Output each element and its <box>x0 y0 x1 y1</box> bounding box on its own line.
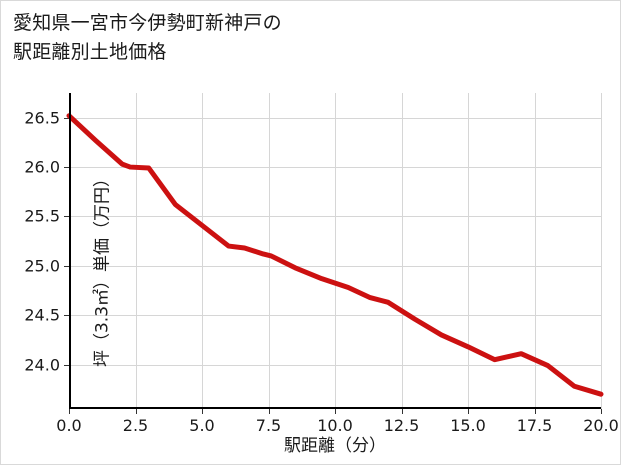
y-tick-mark <box>64 167 69 169</box>
x-tick-label: 15.0 <box>450 416 486 435</box>
x-tick-label: 10.0 <box>317 416 353 435</box>
x-tick-label: 12.5 <box>383 416 420 435</box>
plot-area: 24.0 24.5 25.0 25.5 26.0 26.5 0.0 2.5 5.0 7.5 10.0… <box>24 93 619 435</box>
x-axis-label: 駅距離（分） <box>284 436 386 456</box>
x-tick-mark <box>534 409 536 414</box>
y-tick-label: 26.0 <box>24 157 60 177</box>
x-tick-label: 20.0 <box>583 416 619 435</box>
y-tick-label: 24.0 <box>24 355 60 375</box>
x-gridline <box>534 93 536 409</box>
y-axis-spine <box>69 93 71 409</box>
x-tick-label: 2.5 <box>122 416 149 435</box>
x-tick-mark <box>268 409 270 414</box>
x-gridline <box>268 93 270 409</box>
y-tick-mark <box>64 364 69 366</box>
y-tick-label: 26.5 <box>24 108 60 128</box>
x-tick-mark <box>135 409 137 414</box>
title-line-1: 愛知県一宮市今伊勢町新神戸の <box>13 12 282 34</box>
x-gridline <box>202 93 203 409</box>
x-tick-label: 5.0 <box>189 416 215 435</box>
y-axis-label: 坪（3.3㎡）単価（万円） <box>92 169 113 368</box>
x-gridline <box>335 93 336 409</box>
y-tick-mark <box>64 216 69 218</box>
y-tick-mark <box>64 117 69 119</box>
y-tick-label: 24.5 <box>24 305 60 325</box>
x-tick-mark <box>69 409 70 414</box>
x-tick-mark <box>202 409 203 414</box>
page-title: 愛知県一宮市今伊勢町新神戸の 駅距離別土地価格 <box>13 9 573 66</box>
line-series-path <box>66 113 604 397</box>
x-gridline <box>468 93 469 409</box>
line-series-layer <box>66 113 604 397</box>
x-gridline <box>601 93 602 409</box>
y-tick-label: 25.5 <box>24 206 60 226</box>
x-tick-mark <box>335 409 336 414</box>
x-tick-mark <box>601 409 602 414</box>
y-tick-mark <box>64 315 69 317</box>
x-axis-spine <box>69 407 601 409</box>
x-tick-label: 7.5 <box>255 416 282 435</box>
x-gridline <box>401 93 403 409</box>
x-gridline <box>135 93 137 409</box>
x-tick-label: 0.0 <box>56 416 82 435</box>
y-tick-label: 25.0 <box>24 256 60 276</box>
x-tick-mark <box>401 409 403 414</box>
x-tick-label: 17.5 <box>516 416 553 435</box>
x-tick-mark <box>468 409 469 414</box>
y-tick-mark <box>64 265 69 267</box>
title-line-2: 駅距離別土地価格 <box>13 40 167 63</box>
